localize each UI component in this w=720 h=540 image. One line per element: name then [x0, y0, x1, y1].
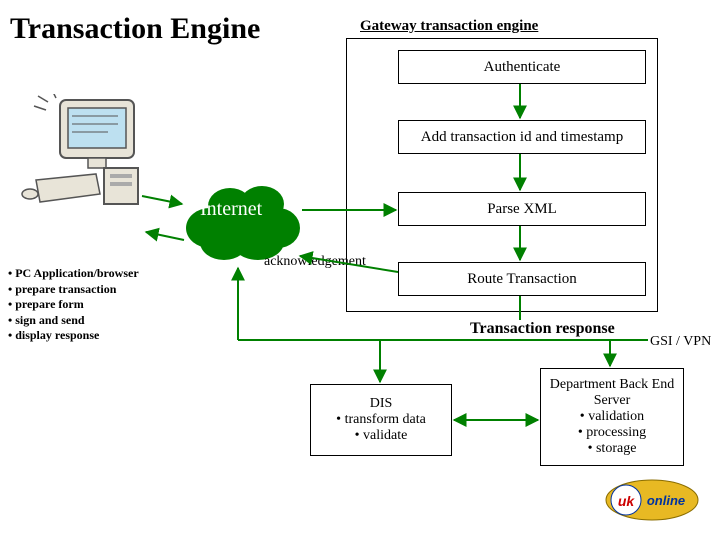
box-addtxn-label: Add transaction id and timestamp	[421, 129, 623, 146]
box-dept-line: • validation	[580, 409, 644, 425]
computer-icon	[18, 94, 148, 214]
box-dis: DIS • transform data • validate	[310, 384, 452, 456]
gateway-label: Gateway transaction engine	[360, 18, 538, 35]
box-parse-label: Parse XML	[487, 201, 557, 218]
box-dis-line: • transform data	[336, 412, 426, 428]
box-dept-title: Department Back End Server	[541, 377, 683, 409]
pc-bullet-item: • display response	[8, 328, 139, 344]
box-route: Route Transaction	[398, 262, 646, 296]
box-dept-line: • processing	[578, 425, 646, 441]
gsi-vpn-label: GSI / VPN	[650, 334, 711, 350]
internet-cloud	[180, 182, 304, 264]
svg-text:uk: uk	[618, 493, 636, 509]
svg-text:online: online	[647, 493, 685, 508]
pc-bullet-item: • prepare transaction	[8, 282, 139, 298]
pc-bullets: • PC Application/browser • prepare trans…	[8, 266, 139, 344]
box-dis-line: • validate	[355, 428, 408, 444]
box-route-label: Route Transaction	[467, 271, 577, 288]
box-dept-line: • storage	[588, 441, 637, 457]
txn-response-label: Transaction response	[470, 320, 615, 338]
page-title: Transaction Engine	[10, 12, 260, 46]
box-dept: Department Back End Server • validation …	[540, 368, 684, 466]
box-authenticate-label: Authenticate	[484, 59, 561, 76]
box-authenticate: Authenticate	[398, 50, 646, 84]
pc-bullet-item: • sign and send	[8, 313, 139, 329]
box-parse: Parse XML	[398, 192, 646, 226]
box-dis-title: DIS	[370, 396, 393, 412]
acknowledgement-label: acknowledgement	[264, 254, 366, 270]
pc-bullet-item: • prepare form	[8, 297, 139, 313]
ukonline-logo: uk online	[604, 478, 700, 522]
internet-cloud-label: Internet	[200, 198, 262, 221]
box-addtxn: Add transaction id and timestamp	[398, 120, 646, 154]
pc-bullet-item: • PC Application/browser	[8, 266, 139, 282]
